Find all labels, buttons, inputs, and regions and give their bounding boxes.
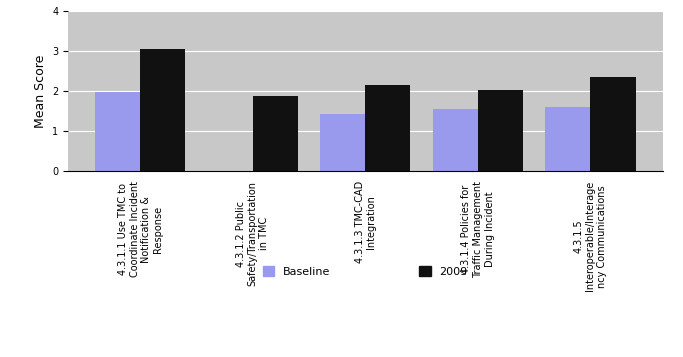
Bar	[433, 109, 478, 171]
Bar	[591, 77, 635, 171]
Bar	[96, 92, 140, 171]
Legend: Baseline, 2009: Baseline, 2009	[259, 262, 472, 281]
Bar	[365, 85, 410, 171]
Bar	[320, 114, 365, 171]
Bar	[253, 96, 298, 171]
Bar	[546, 107, 591, 171]
Bar	[140, 49, 185, 171]
Bar	[478, 90, 523, 171]
Y-axis label: Mean Score: Mean Score	[33, 54, 46, 128]
